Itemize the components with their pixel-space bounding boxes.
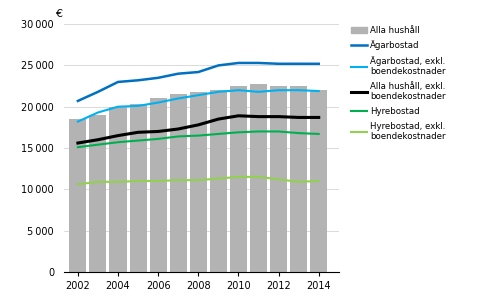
Alla hushåll, exkl.
boendekostnader	[275, 115, 281, 118]
Bar	[230, 86, 247, 272]
Hyrebostad	[175, 135, 181, 138]
Ägarbostad	[95, 90, 101, 94]
Alla hushåll, exkl.
boendekostnader	[135, 130, 141, 134]
Ägarbostad	[236, 61, 242, 65]
Alla hushåll, exkl.
boendekostnader	[95, 138, 101, 142]
Hyrebostad	[255, 130, 261, 133]
Alla hushåll, exkl.
boendekostnader	[195, 123, 201, 127]
Hyrebostad, exkl.
boendekostnader	[216, 177, 221, 180]
Line: Ägarbostad, exkl.
boendekostnader: Ägarbostad, exkl. boendekostnader	[78, 90, 319, 122]
Bar	[150, 98, 166, 272]
Ägarbostad, exkl.
boendekostnader	[115, 105, 121, 108]
Ägarbostad, exkl.
boendekostnader	[95, 111, 101, 114]
Legend: Alla hushåll, Ägarbostad, Ägarbostad, exkl.
boendekostnader, Alla hushåll, exkl.: Alla hushåll, Ägarbostad, Ägarbostad, ex…	[352, 26, 446, 141]
Ägarbostad	[155, 76, 161, 80]
Text: €: €	[55, 9, 62, 19]
Bar	[109, 107, 127, 272]
Alla hushåll, exkl.
boendekostnader	[115, 134, 121, 137]
Hyrebostad, exkl.
boendekostnader	[195, 178, 201, 182]
Hyrebostad, exkl.
boendekostnader	[236, 175, 242, 179]
Hyrebostad	[195, 134, 201, 137]
Hyrebostad, exkl.
boendekostnader	[255, 175, 261, 179]
Ägarbostad	[195, 70, 201, 74]
Hyrebostad, exkl.
boendekostnader	[175, 178, 181, 182]
Alla hushåll, exkl.
boendekostnader	[155, 130, 161, 133]
Alla hushåll, exkl.
boendekostnader	[75, 141, 81, 145]
Line: Alla hushåll, exkl.
boendekostnader: Alla hushåll, exkl. boendekostnader	[78, 116, 319, 143]
Hyrebostad	[316, 132, 322, 136]
Ägarbostad, exkl.
boendekostnader	[216, 90, 221, 94]
Ägarbostad, exkl.
boendekostnader	[255, 90, 261, 94]
Ägarbostad, exkl.
boendekostnader	[296, 88, 301, 92]
Alla hushåll, exkl.
boendekostnader	[296, 116, 301, 119]
Ägarbostad, exkl.
boendekostnader	[155, 101, 161, 104]
Hyrebostad	[296, 131, 301, 135]
Bar	[250, 85, 267, 272]
Hyrebostad	[95, 143, 101, 146]
Hyrebostad, exkl.
boendekostnader	[275, 178, 281, 181]
Line: Hyrebostad: Hyrebostad	[78, 131, 319, 147]
Ägarbostad, exkl.
boendekostnader	[135, 104, 141, 108]
Bar	[89, 115, 107, 272]
Hyrebostad	[75, 145, 81, 149]
Ägarbostad	[75, 99, 81, 103]
Ägarbostad	[296, 62, 301, 66]
Hyrebostad	[135, 139, 141, 142]
Bar	[210, 90, 227, 272]
Alla hushåll, exkl.
boendekostnader	[316, 116, 322, 119]
Bar	[130, 104, 147, 272]
Bar	[270, 86, 287, 272]
Alla hushåll, exkl.
boendekostnader	[175, 127, 181, 131]
Hyrebostad	[115, 140, 121, 144]
Line: Ägarbostad: Ägarbostad	[78, 63, 319, 101]
Ägarbostad, exkl.
boendekostnader	[75, 120, 81, 124]
Ägarbostad	[216, 64, 221, 67]
Hyrebostad, exkl.
boendekostnader	[316, 179, 322, 183]
Hyrebostad	[275, 130, 281, 133]
Bar	[310, 90, 327, 272]
Hyrebostad, exkl.
boendekostnader	[75, 182, 81, 186]
Hyrebostad, exkl.
boendekostnader	[95, 180, 101, 184]
Ägarbostad	[175, 72, 181, 76]
Bar	[69, 119, 86, 272]
Alla hushåll, exkl.
boendekostnader	[255, 115, 261, 118]
Hyrebostad	[236, 130, 242, 134]
Ägarbostad, exkl.
boendekostnader	[275, 88, 281, 92]
Ägarbostad	[316, 62, 322, 66]
Hyrebostad	[216, 132, 221, 136]
Ägarbostad, exkl.
boendekostnader	[195, 93, 201, 97]
Ägarbostad, exkl.
boendekostnader	[236, 88, 242, 92]
Bar	[170, 94, 187, 272]
Hyrebostad, exkl.
boendekostnader	[135, 179, 141, 183]
Bar	[290, 86, 307, 272]
Hyrebostad, exkl.
boendekostnader	[296, 180, 301, 184]
Alla hushåll, exkl.
boendekostnader	[236, 114, 242, 117]
Hyrebostad	[155, 137, 161, 141]
Bar	[190, 92, 207, 272]
Line: Hyrebostad, exkl.
boendekostnader: Hyrebostad, exkl. boendekostnader	[78, 177, 319, 184]
Ägarbostad, exkl.
boendekostnader	[316, 89, 322, 93]
Alla hushåll, exkl.
boendekostnader	[216, 117, 221, 121]
Hyrebostad, exkl.
boendekostnader	[115, 180, 121, 184]
Ägarbostad	[275, 62, 281, 66]
Ägarbostad	[255, 61, 261, 65]
Hyrebostad, exkl.
boendekostnader	[155, 179, 161, 183]
Ägarbostad	[115, 80, 121, 84]
Ägarbostad	[135, 79, 141, 82]
Ägarbostad, exkl.
boendekostnader	[175, 97, 181, 100]
